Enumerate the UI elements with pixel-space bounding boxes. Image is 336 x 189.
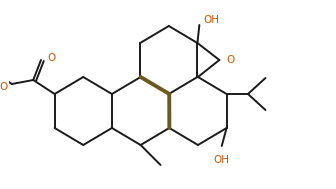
Text: OH: OH — [214, 155, 230, 165]
Text: O: O — [226, 55, 235, 65]
Text: O: O — [0, 82, 8, 92]
Text: O: O — [48, 53, 56, 63]
Text: OH: OH — [203, 15, 219, 25]
